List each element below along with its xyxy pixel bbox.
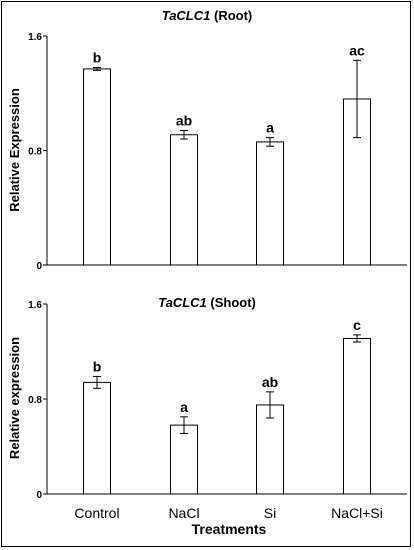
panel-shoot: 0 0.8 1.6 b Control a NaCl ab Si c NaCl+Si <box>28 300 407 521</box>
bar-root-2 <box>256 141 284 266</box>
significance-label-shoot-3: c <box>353 317 361 333</box>
bar-shoot-1 <box>170 424 198 495</box>
y-axis-label-shoot: Relative expression <box>7 337 22 459</box>
y-tick-label-shoot-1: 0.8 <box>28 395 42 406</box>
panel-root: 0 0.8 1.6 b ab a ac <box>28 32 407 272</box>
y-tick-label-root-1: 0.8 <box>28 147 42 158</box>
significance-label-root-2: a <box>266 120 274 136</box>
category-label-3: NaCl+Si <box>331 505 383 521</box>
significance-label-root-0: b <box>93 49 102 65</box>
chart-title-shoot: TaCLC1 (Shoot) <box>158 295 256 310</box>
y-tick-label-root-2: 1.6 <box>28 32 42 43</box>
bar-shoot-0 <box>83 381 111 495</box>
bar-root-0 <box>83 68 111 266</box>
significance-label-shoot-1: a <box>180 399 188 415</box>
y-tick-label-root-0: 0 <box>36 261 42 272</box>
y-tick-label-shoot-0: 0 <box>36 490 42 501</box>
y-tick-label-shoot-2: 1.6 <box>28 300 42 311</box>
significance-label-shoot-2: ab <box>262 374 278 390</box>
significance-label-shoot-0: b <box>93 358 102 374</box>
x-axis-label: Treatments <box>192 521 267 537</box>
bar-shoot-3 <box>343 337 371 495</box>
bar-shoot-2 <box>256 404 284 495</box>
significance-label-root-3: ac <box>349 42 365 58</box>
y-axis-label-root: Relative Expression <box>7 88 22 212</box>
category-label-1: NaCl <box>168 505 199 521</box>
bar-root-1 <box>170 134 198 266</box>
category-label-0: Control <box>74 505 119 521</box>
significance-label-root-1: ab <box>176 112 192 128</box>
category-label-2: Si <box>264 505 276 521</box>
chart-title-root: TaCLC1 (Root) <box>162 8 253 23</box>
